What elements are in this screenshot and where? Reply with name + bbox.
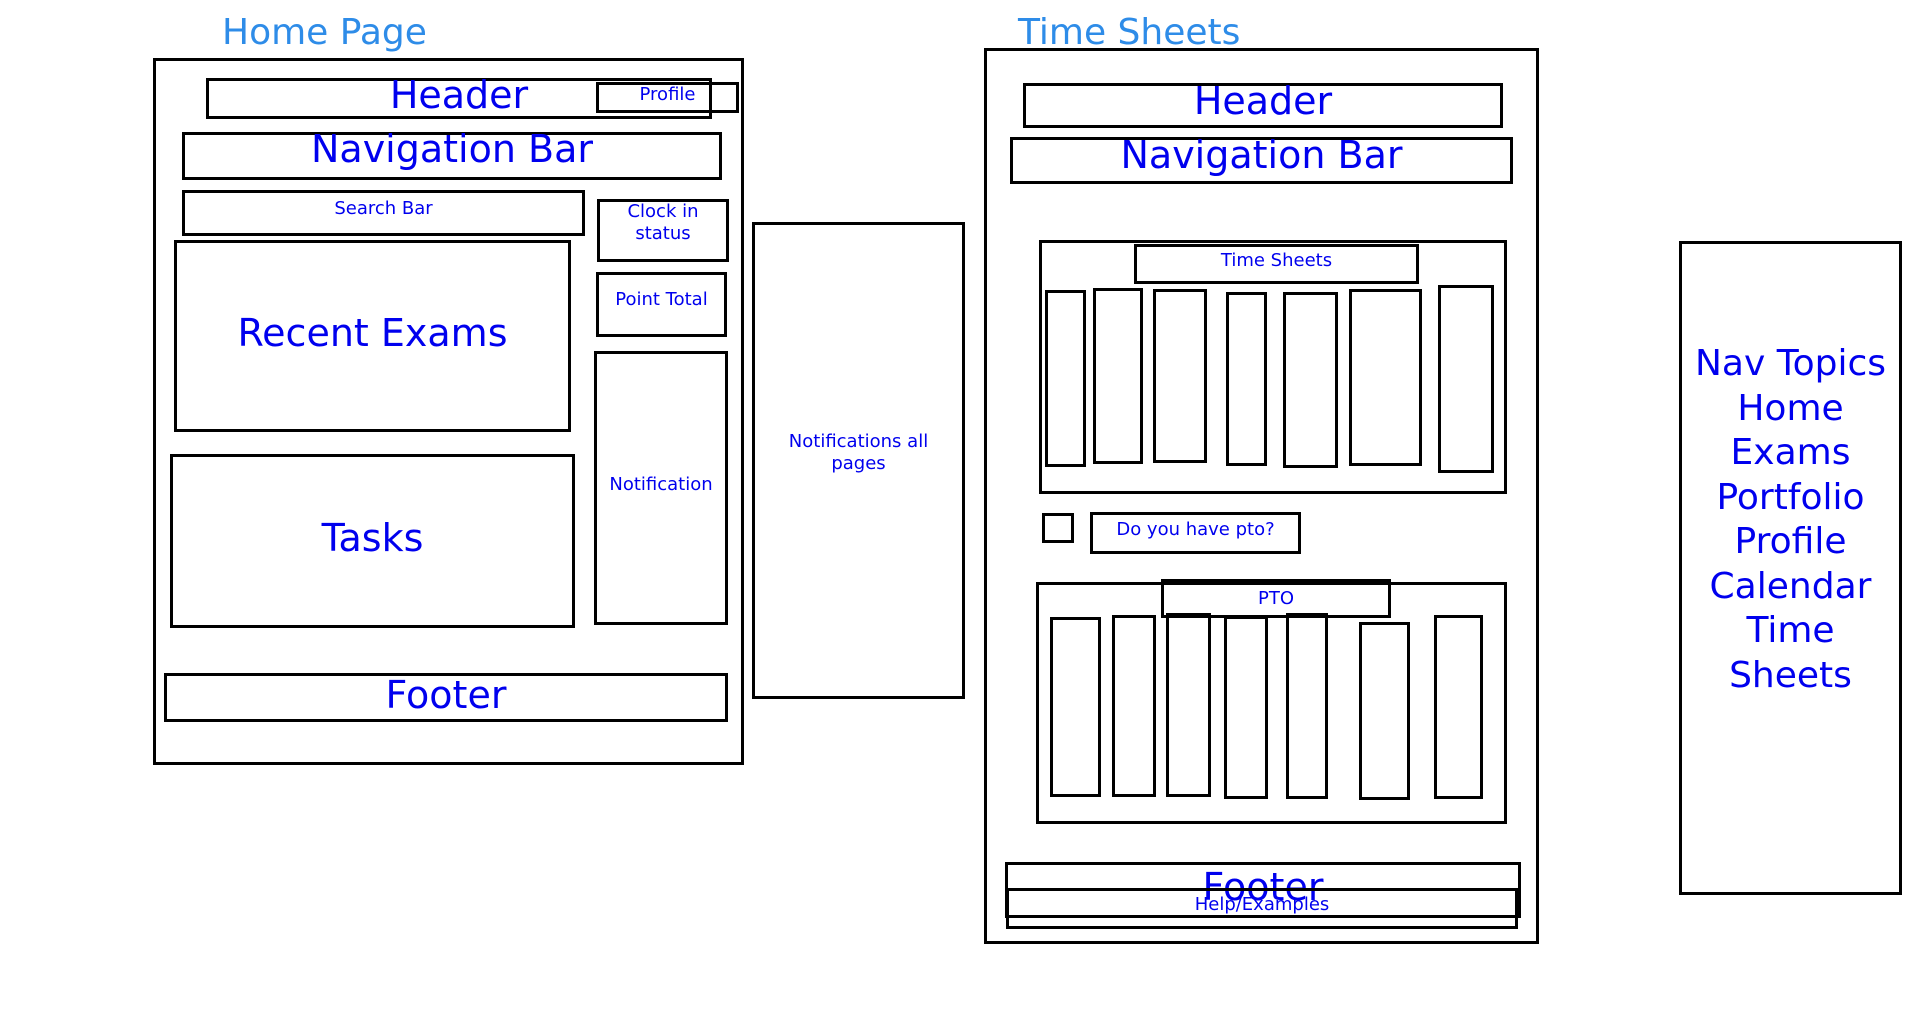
home-navigation-bar-box xyxy=(182,132,722,180)
notification-label: Notification xyxy=(609,474,713,495)
notifications-all-pages-box xyxy=(752,222,965,699)
ts-footer-label: Footer xyxy=(1202,865,1324,909)
nav-topics-list: Nav Topics Home Exams Portfolio Profile … xyxy=(1679,342,1902,698)
home-page-title: Home Page xyxy=(222,12,427,53)
pto-label: PTO xyxy=(1257,588,1295,609)
time-sheets-page-title: Time Sheets xyxy=(1018,12,1241,53)
search-bar-label: Search Bar xyxy=(334,198,433,219)
pto-panel xyxy=(1036,582,1507,824)
clock-in-status-box xyxy=(597,199,729,262)
home-navigation-bar-label: Navigation Bar xyxy=(310,127,593,171)
time-sheets-column xyxy=(1045,290,1086,467)
pto-column xyxy=(1286,613,1328,799)
pto-question-label: Do you have pto? xyxy=(1116,519,1275,540)
time-sheets-panel xyxy=(1039,240,1507,494)
help-examples-box xyxy=(1006,888,1518,929)
pto-column xyxy=(1112,615,1156,797)
pto-column xyxy=(1434,615,1483,799)
home-header-box xyxy=(206,78,712,119)
pto-column xyxy=(1359,622,1410,800)
pto-checkbox[interactable] xyxy=(1042,513,1074,543)
time-sheets-label: Time Sheets xyxy=(1220,250,1333,271)
nav-topic-exams: Exams xyxy=(1730,432,1851,473)
time-sheets-column xyxy=(1226,292,1267,466)
nav-topic-calendar: Calendar xyxy=(1709,565,1872,607)
home-footer-box xyxy=(164,673,728,722)
time-sheets-column xyxy=(1153,289,1207,463)
nav-topic-sheets: Sheets xyxy=(1729,654,1852,696)
home-page-frame xyxy=(153,58,744,765)
time-sheets-page-frame xyxy=(984,48,1539,944)
clock-in-status-label-line1: Clock in xyxy=(627,201,699,222)
pto-column xyxy=(1050,617,1101,797)
pto-question-box xyxy=(1090,512,1301,554)
nav-topic-profile: Profile xyxy=(1734,521,1847,562)
point-total-box xyxy=(596,272,727,337)
nav-topics-box xyxy=(1679,241,1902,895)
ts-navigation-bar-label: Navigation Bar xyxy=(1120,133,1403,177)
tasks-label: Tasks xyxy=(321,516,424,560)
home-header-label: Header xyxy=(389,73,529,117)
time-sheets-column xyxy=(1093,288,1143,464)
search-bar-box xyxy=(182,190,585,236)
recent-exams-box xyxy=(174,240,571,432)
ts-navigation-bar-box xyxy=(1010,137,1513,184)
time-sheets-column xyxy=(1349,289,1422,466)
nav-topic-home: Home xyxy=(1737,387,1844,429)
profile-box xyxy=(596,82,739,113)
profile-label: Profile xyxy=(639,84,696,105)
nav-topic-time: Time xyxy=(1746,610,1835,651)
notifications-all-pages-label-line1: Notifications all xyxy=(788,431,929,452)
notification-box xyxy=(594,351,728,625)
nav-topics-heading: Nav Topics xyxy=(1694,343,1887,384)
pto-column xyxy=(1224,616,1268,799)
clock-in-status-label-line2: status xyxy=(635,223,691,244)
time-sheets-label-box xyxy=(1134,244,1419,284)
time-sheets-column xyxy=(1438,285,1494,473)
pto-column xyxy=(1166,613,1211,797)
tasks-box xyxy=(170,454,575,628)
pto-label-box xyxy=(1161,579,1391,618)
ts-header-box xyxy=(1023,83,1503,128)
recent-exams-label: Recent Exams xyxy=(237,311,508,355)
help-examples-label: Help/Examples xyxy=(1194,894,1330,915)
point-total-label: Point Total xyxy=(615,289,708,310)
notifications-all-pages-label-line2: pages xyxy=(831,453,886,474)
home-footer-label: Footer xyxy=(385,673,507,717)
nav-topic-portfolio: Portfolio xyxy=(1716,476,1865,518)
ts-header-label: Header xyxy=(1193,79,1333,123)
time-sheets-column xyxy=(1283,292,1338,468)
